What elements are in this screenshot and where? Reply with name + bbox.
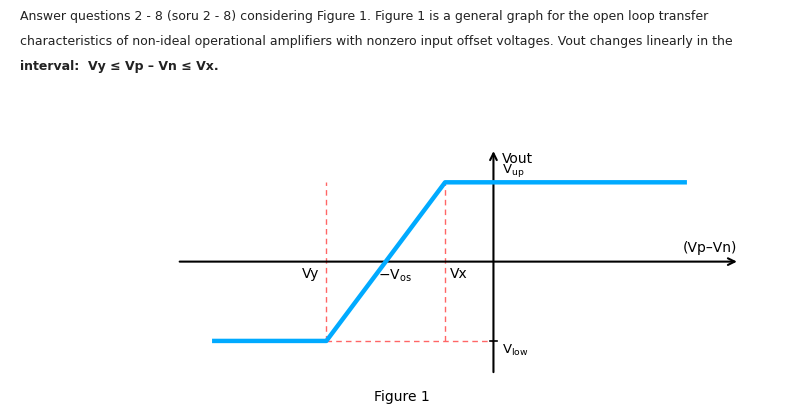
Text: Figure 1: Figure 1 — [373, 390, 430, 404]
Text: Vx: Vx — [450, 267, 467, 281]
Text: interval:  Vy ≤ Vp – Vn ≤ Vx.: interval: Vy ≤ Vp – Vn ≤ Vx. — [20, 60, 218, 73]
Text: V$_{\mathregular{up}}$: V$_{\mathregular{up}}$ — [502, 162, 524, 179]
Text: characteristics of non-ideal operational amplifiers with nonzero input offset vo: characteristics of non-ideal operational… — [20, 35, 732, 48]
Text: (Vp–Vn): (Vp–Vn) — [682, 241, 736, 255]
Text: Vout: Vout — [502, 152, 532, 166]
Text: V$_{\mathregular{low}}$: V$_{\mathregular{low}}$ — [502, 343, 528, 358]
Text: Vy: Vy — [302, 267, 319, 281]
Text: $-$V$_{\mathregular{os}}$: $-$V$_{\mathregular{os}}$ — [377, 267, 411, 284]
Text: Answer questions 2 - 8 (soru 2 - 8) considering Figure 1. Figure 1 is a general : Answer questions 2 - 8 (soru 2 - 8) cons… — [20, 10, 707, 23]
